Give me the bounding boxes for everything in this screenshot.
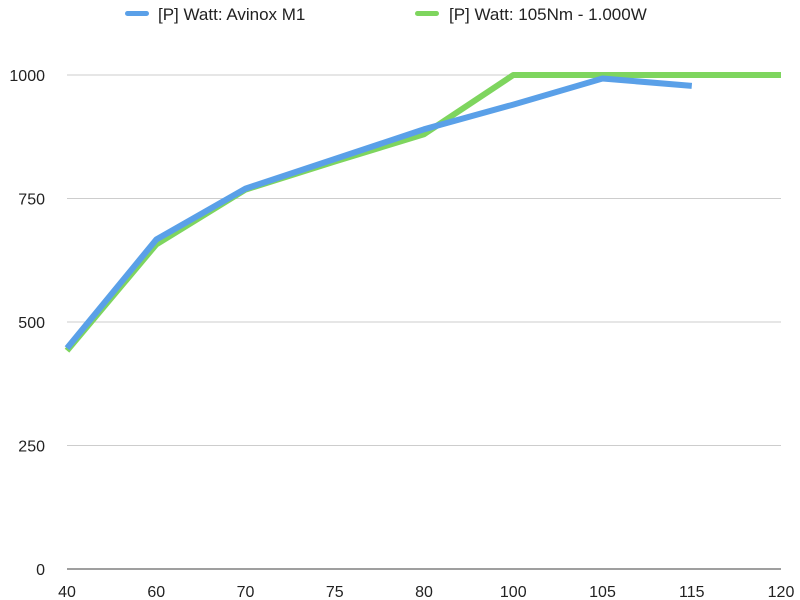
y-axis-ticks: 0 250 500 750 1000 [9, 68, 45, 579]
x-tick-label: 115 [679, 584, 705, 600]
y-tick-label: 500 [18, 315, 45, 332]
series-lines [64, 72, 781, 353]
legend-entry-avinox: [P] Watt: Avinox M1 [125, 5, 305, 24]
series-line-avinox [64, 75, 693, 351]
y-tick-label: 250 [18, 439, 45, 456]
y-tick-label: 1000 [9, 68, 45, 85]
series-line-105nm [64, 72, 781, 353]
x-tick-label: 80 [415, 584, 433, 600]
legend-entry-105nm: [P] Watt: 105Nm - 1.000W [415, 5, 647, 24]
legend-label-105nm: [P] Watt: 105Nm - 1.000W [449, 5, 647, 24]
gridlines [67, 74, 781, 570]
y-tick-label: 750 [18, 192, 45, 209]
x-tick-label: 120 [768, 584, 795, 600]
x-tick-label: 60 [147, 584, 165, 600]
legend-swatch-avinox [125, 11, 149, 16]
legend-label-avinox: [P] Watt: Avinox M1 [158, 5, 305, 24]
legend-swatch-105nm [415, 11, 439, 16]
y-tick-label: 0 [36, 562, 45, 579]
legend: [P] Watt: Avinox M1 [P] Watt: 105Nm - 1.… [125, 5, 647, 24]
x-tick-label: 100 [500, 584, 527, 600]
x-tick-label: 105 [589, 584, 616, 600]
x-tick-label: 70 [237, 584, 255, 600]
x-tick-label: 75 [326, 584, 344, 600]
x-tick-label: 40 [58, 584, 76, 600]
x-axis-ticks: 40 60 70 75 80 100 105 115 120 [58, 584, 794, 600]
